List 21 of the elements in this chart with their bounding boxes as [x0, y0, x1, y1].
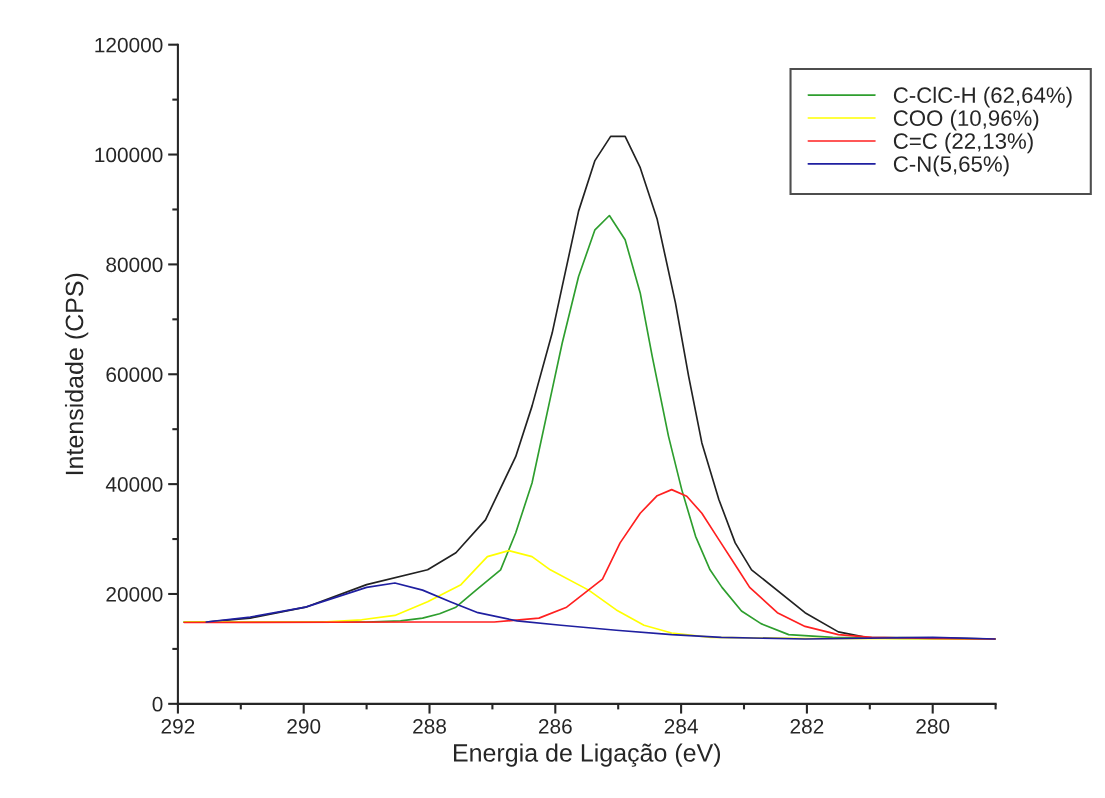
legend-label: COO (10,96%)	[893, 109, 1039, 131]
y-tick-label: 100000	[95, 147, 163, 163]
y-tick-label: 60000	[106, 367, 163, 383]
y-axis-title: Intensidade (CPS)	[64, 273, 89, 475]
x-tick-label: 282	[790, 718, 824, 734]
legend-label: C-N(5,65%)	[893, 155, 1009, 177]
x-tick-label: 286	[538, 718, 572, 734]
x-tick-label: 292	[161, 718, 195, 734]
x-tick-label: 290	[287, 718, 321, 734]
line-series	[205, 582, 996, 640]
x-tick-label: 288	[413, 718, 446, 734]
y-tick-label: 80000	[106, 257, 163, 273]
x-axis-title: Energia de Ligação (eV)	[454, 743, 721, 767]
legend-label: C=C (22,13%)	[893, 132, 1033, 154]
y-tick-label: 120000	[95, 37, 163, 53]
legend-label: C-ClC-H (62,64%)	[893, 86, 1072, 108]
y-tick-label: 20000	[106, 586, 163, 602]
x-tick-label: 280	[916, 718, 950, 734]
y-tick-label: 40000	[105, 477, 163, 492]
x-tick-label: 284	[664, 718, 698, 734]
y-tick-label: 0	[152, 696, 163, 712]
